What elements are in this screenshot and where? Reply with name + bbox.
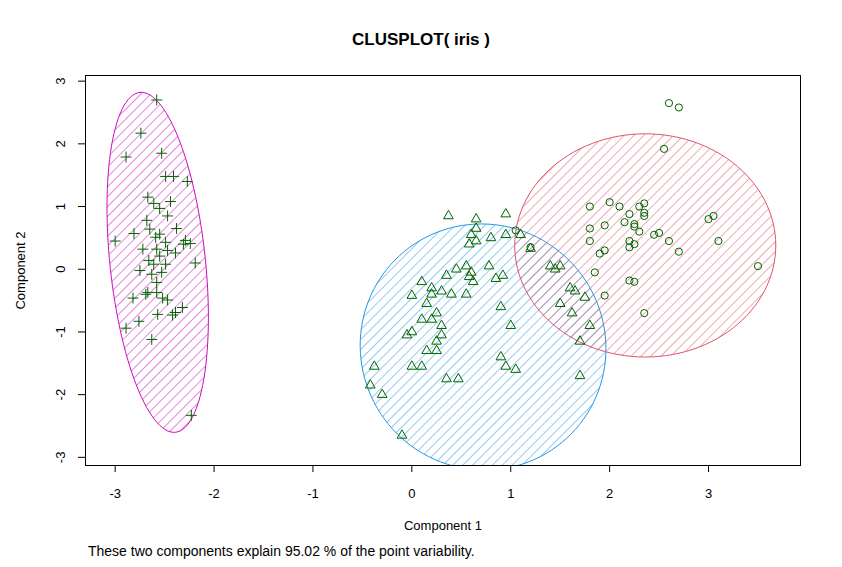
svg-text:0: 0 xyxy=(408,486,415,501)
svg-text:3: 3 xyxy=(705,486,712,501)
svg-text:-3: -3 xyxy=(109,486,121,501)
svg-text:-2: -2 xyxy=(208,486,220,501)
svg-text:-1: -1 xyxy=(53,326,68,338)
svg-text:1: 1 xyxy=(53,203,68,210)
svg-text:Component 1: Component 1 xyxy=(404,518,482,533)
svg-text:2: 2 xyxy=(53,140,68,147)
svg-text:2: 2 xyxy=(606,486,613,501)
html-text:CLUSPLOT( iris ): CLUSPLOT( iris ) xyxy=(352,30,490,49)
svg-text:-3: -3 xyxy=(53,452,68,464)
svg-text:0: 0 xyxy=(53,266,68,273)
svg-text:-1: -1 xyxy=(307,486,319,501)
svg-text:Component 2: Component 2 xyxy=(13,231,28,309)
svg-text:-2: -2 xyxy=(53,389,68,401)
html-text:These two components explain 9: These two components explain 95.02 % of … xyxy=(88,543,475,559)
svg-text:3: 3 xyxy=(53,78,68,85)
svg-text:1: 1 xyxy=(507,486,514,501)
